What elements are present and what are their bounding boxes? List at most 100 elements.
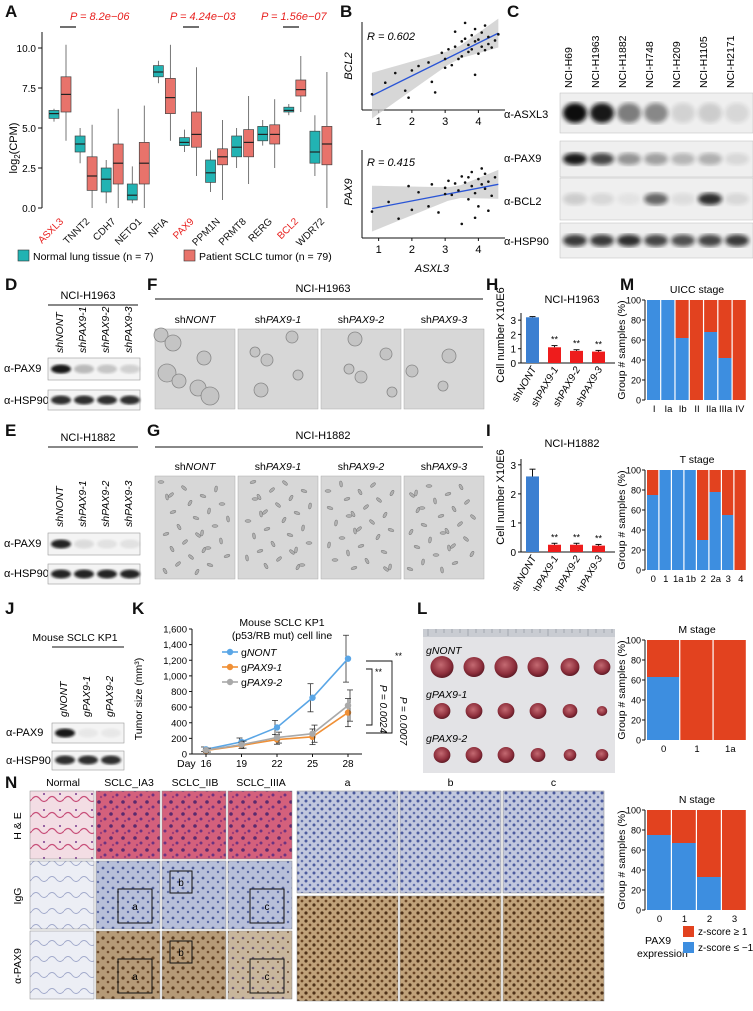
cell: [168, 492, 174, 498]
lane-label: NCI-H1882: [617, 35, 629, 88]
blot-band: [78, 728, 98, 738]
series-point: [344, 702, 352, 709]
panel-h-ylabel: Cell number X10E6: [495, 287, 507, 382]
cell-sphere: [285, 330, 299, 344]
scatter-point: [453, 45, 457, 48]
panel-j-row-hsp90: α-HSP90: [6, 755, 51, 767]
cell: [256, 549, 264, 553]
cell-sphere: [437, 380, 449, 392]
m-ytick: 60: [631, 336, 641, 346]
cell: [464, 499, 470, 505]
blot-band: [74, 539, 94, 549]
cell: [162, 532, 170, 536]
blot-band: [97, 395, 117, 405]
n-mag-col-label: b: [448, 777, 454, 789]
region-box: [249, 958, 285, 994]
box: [231, 135, 242, 158]
blot-band: [590, 234, 614, 247]
panel-d-cellline: NCI-H1963: [60, 290, 115, 302]
scatter-point: [480, 31, 484, 34]
k-ytick: 800: [171, 687, 187, 698]
tumor: [463, 657, 485, 677]
cell: [214, 485, 218, 493]
k-xtick: 16: [200, 759, 212, 770]
magnified-igg: [502, 790, 605, 894]
cell: [181, 485, 187, 491]
tumor: [494, 656, 518, 678]
cell-sphere: [292, 369, 304, 381]
scatter-point: [453, 30, 457, 33]
blot-band: [644, 193, 668, 205]
tumor: [529, 703, 547, 719]
tumor: [497, 747, 515, 763]
cell: [346, 549, 350, 557]
box: [309, 130, 321, 164]
lane-label: gNONT: [58, 680, 70, 717]
cell: [439, 531, 447, 535]
cell: [194, 569, 200, 575]
cell: [262, 509, 268, 515]
series-point: [273, 734, 281, 741]
blot-band: [644, 153, 668, 165]
lane-label: gPAX9-2: [104, 676, 116, 717]
panel-n-histology: Normal SCLC_IA3 SCLC_IIB SCLC_IIIA H & E IgG α…: [12, 777, 605, 1002]
m-category: IV: [735, 404, 745, 415]
blot-band: [698, 234, 722, 247]
confidence-band: [371, 169, 499, 232]
cell: [420, 523, 428, 527]
scatter-point: [467, 197, 470, 201]
stacked-bar-high: [734, 470, 746, 570]
a-ytick: 2.5: [22, 164, 36, 175]
scatter-point: [470, 184, 474, 188]
lane-label: shPAX9-3: [123, 306, 135, 353]
m-category: 0: [657, 914, 662, 925]
cell: [169, 546, 175, 552]
lane-label: shNONT: [54, 485, 66, 527]
cell: [428, 536, 432, 544]
cell: [188, 554, 194, 560]
cell: [425, 484, 433, 488]
scatter-point: [470, 33, 474, 37]
m-ylabel: Group # samples (%): [616, 810, 628, 909]
blot-band: [671, 153, 695, 165]
cell: [211, 524, 219, 528]
cell-sphere: [171, 373, 187, 389]
blot-band: [97, 569, 117, 579]
blot-band: [101, 728, 121, 738]
scatter-point: [473, 73, 477, 77]
n-col-label: Normal: [46, 777, 80, 789]
m-category: IIIa: [719, 404, 733, 415]
cell: [282, 480, 288, 486]
m-category: 2: [701, 574, 706, 585]
region-box-label: b: [178, 878, 184, 889]
b-xtick: 4: [475, 244, 481, 256]
scatter-point: [450, 63, 454, 67]
blot-band: [51, 364, 71, 374]
scatter-point: [460, 222, 464, 226]
cell: [369, 519, 375, 525]
blot-band: [563, 193, 587, 205]
stacked-bar-high: [672, 810, 696, 843]
magnified-pax9: [399, 895, 502, 1002]
n-row-label: H & E: [12, 812, 24, 839]
region-box-label: b: [178, 948, 184, 959]
stacked-bar-low: [659, 470, 671, 570]
a-ytick: 10.0: [17, 44, 37, 55]
scatter-point: [460, 40, 464, 43]
legend-swatch-high: [683, 926, 694, 937]
lane-label: NCI-H2171: [725, 35, 737, 88]
cell-sphere: [153, 327, 169, 343]
cell: [269, 487, 275, 493]
n-col-label: SCLC_IA3: [104, 777, 154, 789]
bar: [526, 476, 539, 552]
region-box: [117, 888, 153, 924]
stacked-bar-low: [718, 358, 732, 400]
micrograph-label: shPAX9-3: [421, 461, 468, 473]
panel-h-title: NCI-H1963: [544, 294, 599, 306]
cell: [256, 494, 262, 500]
confidence-band: [371, 18, 499, 119]
cell: [305, 541, 313, 545]
stacked-bar-high: [722, 470, 734, 515]
cell: [286, 533, 294, 537]
